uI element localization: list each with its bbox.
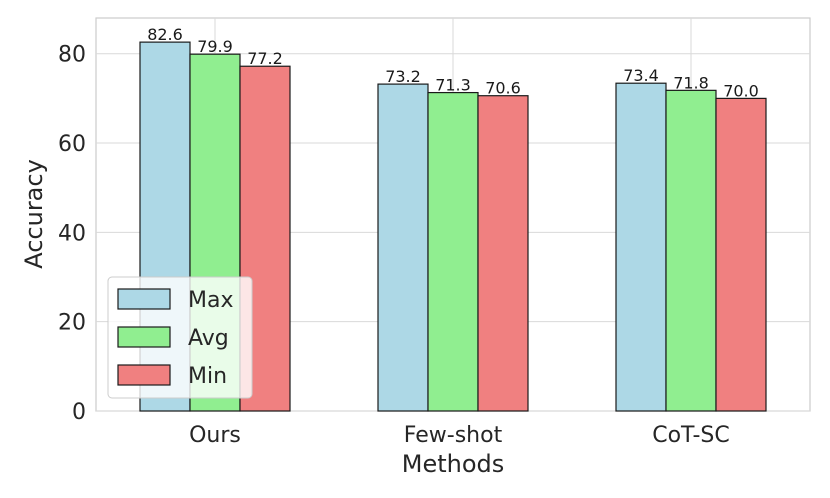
- bar-min: [477, 95, 529, 412]
- legend-label: Avg: [188, 326, 229, 351]
- x-tick-label: Few-shot: [404, 423, 503, 448]
- legend-swatch-avg: [117, 326, 171, 348]
- bar-max: [615, 82, 667, 412]
- x-axis-title: Methods: [402, 450, 505, 478]
- y-tick-label: 40: [58, 221, 86, 246]
- y-axis-ticks: 0 20 40 60 80: [58, 43, 86, 425]
- bar-value-label: 77.2: [247, 49, 283, 68]
- bar-value-label: 70.6: [485, 79, 521, 98]
- legend-swatch-min: [117, 364, 171, 386]
- bar-value-label: 79.9: [197, 37, 233, 56]
- y-tick-label: 20: [58, 311, 86, 336]
- bar-value-label: 71.3: [435, 76, 471, 95]
- x-tick-label: CoT-SC: [652, 423, 730, 448]
- bar-avg: [665, 89, 717, 412]
- bars: [139, 41, 767, 412]
- bar-value-label: 73.4: [623, 66, 659, 85]
- legend-label: Max: [188, 288, 233, 313]
- legend: Max Avg Min: [107, 276, 253, 399]
- bar-value-label: 82.6: [147, 25, 183, 44]
- bar-value-label: 73.2: [385, 67, 421, 86]
- y-tick-label: 0: [72, 400, 86, 425]
- bar-avg: [427, 91, 479, 412]
- y-tick-label: 60: [58, 132, 86, 157]
- value-labels: 82.6 73.2 73.4 79.9 71.3 71.8 77.2 70.6 70.0: [147, 25, 759, 100]
- bar-value-label: 71.8: [673, 73, 709, 92]
- x-tick-label: Ours: [189, 423, 241, 448]
- y-axis-title: Accuracy: [20, 159, 48, 269]
- y-tick-label: 80: [58, 43, 86, 68]
- bar-value-label: 70.0: [723, 81, 759, 100]
- legend-label: Min: [188, 364, 227, 389]
- legend-swatch-max: [117, 288, 171, 310]
- bar-max: [377, 83, 429, 412]
- x-axis-ticks: Ours Few-shot CoT-SC: [189, 423, 730, 448]
- bar-min: [715, 97, 767, 412]
